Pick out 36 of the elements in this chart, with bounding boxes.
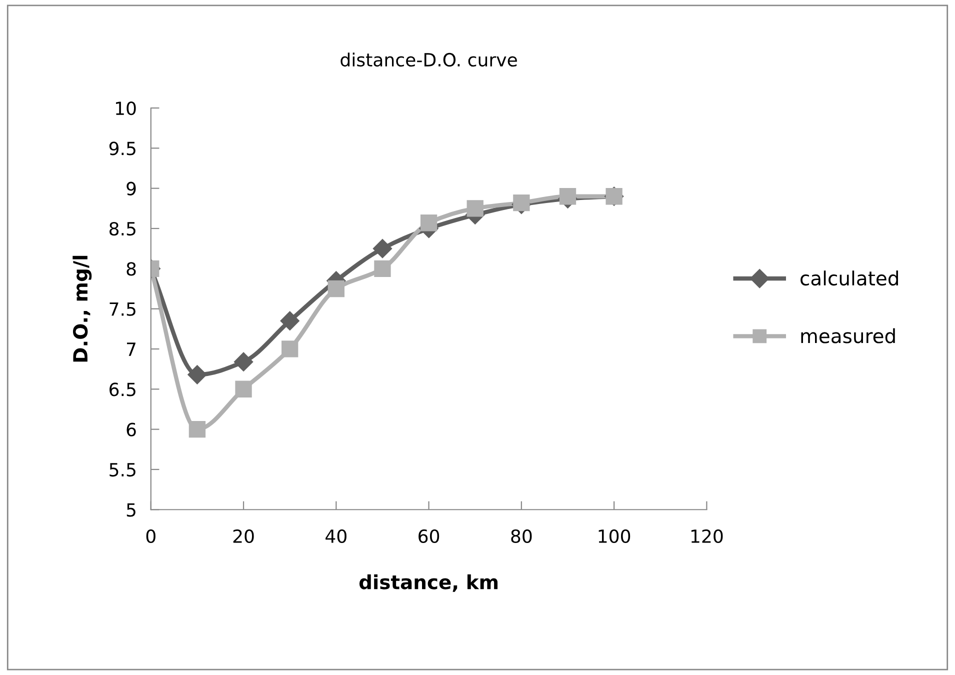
y-tick-label: 6.5 [110, 382, 136, 396]
point [328, 280, 344, 298]
point [466, 200, 484, 217]
point [420, 214, 438, 232]
y-tick-label: 9 [126, 182, 136, 196]
point [234, 352, 254, 372]
y-tick-label: 8.5 [110, 222, 136, 236]
y-tick-label: 7 [126, 342, 136, 356]
x-tick-label: 0 [146, 529, 156, 544]
x-tick-label: 40 [326, 529, 346, 544]
x-tick-label: 20 [233, 529, 254, 544]
point [282, 340, 298, 358]
point [188, 420, 206, 438]
y-axis-title: D.O., mg/l [72, 256, 92, 362]
point [513, 194, 530, 212]
x-tick-label: 120 [691, 529, 723, 544]
y-tick-label: 7.5 [110, 302, 136, 316]
point [372, 239, 392, 258]
chart-title: distance-D.O. curve [340, 52, 517, 67]
point [188, 365, 207, 384]
point [280, 311, 300, 330]
point [235, 380, 252, 398]
legend-label: measured [801, 328, 895, 344]
y-tick-label: 5 [126, 503, 136, 517]
y-tick-label: 6 [126, 422, 136, 436]
y-tick-label: 9.5 [109, 142, 136, 156]
y-tick-label: 5.5 [110, 463, 136, 477]
legend-label: calculated [800, 270, 898, 286]
x-tick-label: 60 [418, 529, 440, 544]
x-tick-label: 100 [598, 529, 630, 544]
x-tick-label: 80 [511, 529, 532, 544]
point [374, 260, 391, 277]
y-tick-label: 8 [126, 262, 136, 276]
y-tick-label: 10 [116, 101, 136, 116]
x-axis-title: distance, km [359, 574, 498, 592]
point [559, 188, 576, 205]
